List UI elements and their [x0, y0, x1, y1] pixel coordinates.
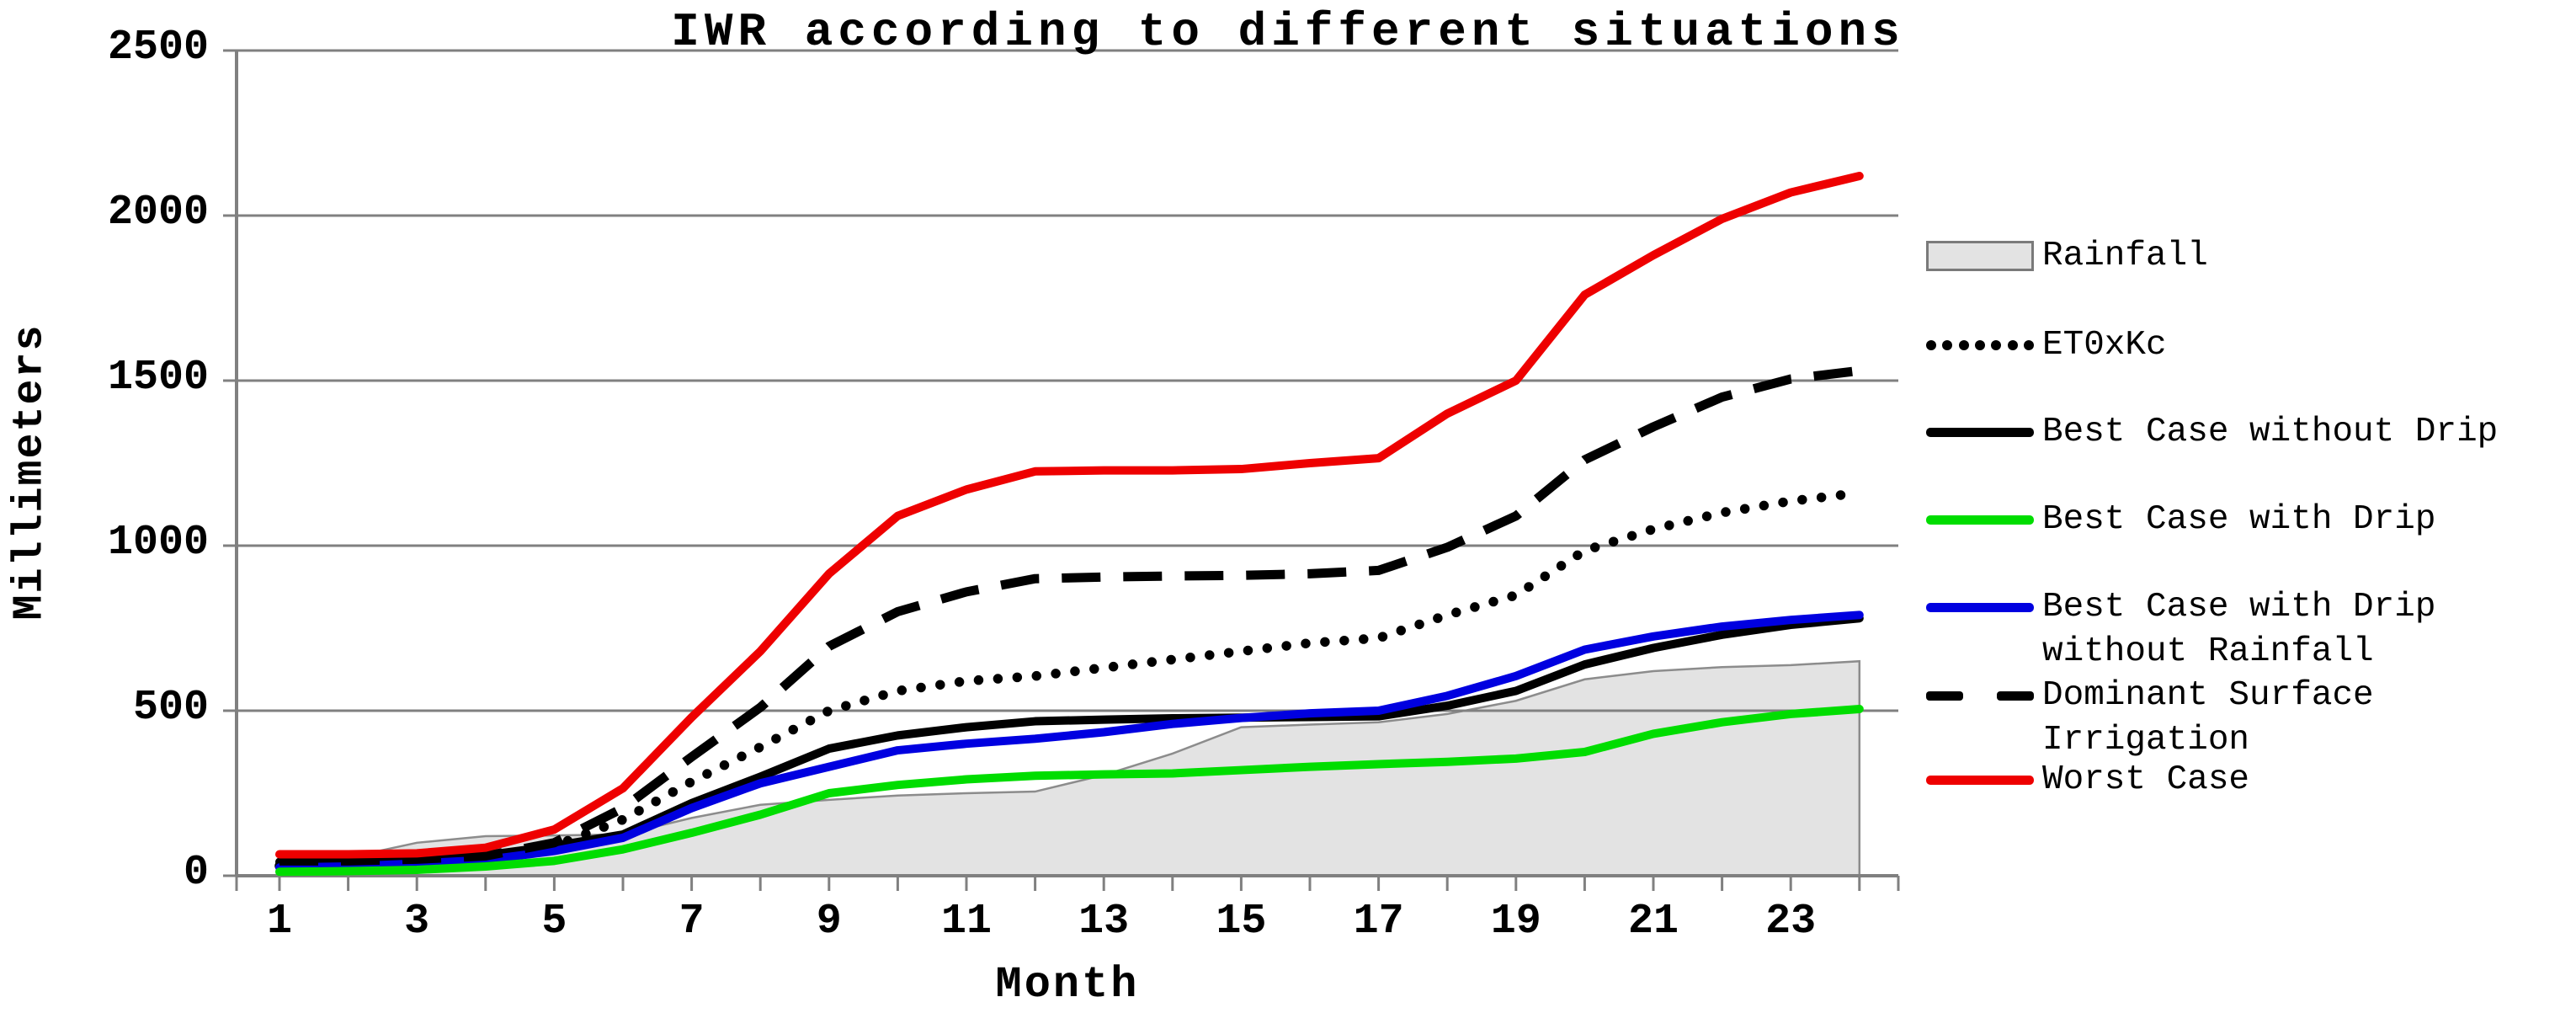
- x-tick-label-23: 23: [1765, 898, 1817, 946]
- dashed-line-swatch-icon: [1926, 674, 2034, 717]
- dots-swatch: [1926, 340, 2034, 350]
- x-tick-label-3: 3: [404, 898, 430, 946]
- legend-label: Best Case with Drip: [2042, 500, 2436, 539]
- x-tick-label-13: 13: [1078, 898, 1130, 946]
- x-tick-label-17: 17: [1353, 898, 1404, 946]
- x-tick-label-1: 1: [266, 898, 292, 946]
- y-tick-label-500: 500: [132, 684, 209, 732]
- x-tick-label-9: 9: [816, 898, 842, 946]
- legend-label: Dominant Surface Irrigation: [2042, 676, 2374, 760]
- solid-line-swatch-icon: [1926, 585, 2034, 629]
- x-tick-label-19: 19: [1490, 898, 1541, 946]
- y-tick-label-1000: 1000: [107, 519, 209, 567]
- x-tick-label-21: 21: [1627, 898, 1679, 946]
- legend-item-worst-case: Worst Case: [1926, 758, 2249, 802]
- series-et0xkc: [274, 488, 1865, 871]
- y-tick-label-0: 0: [183, 849, 209, 897]
- y-tick-label-2500: 2500: [107, 24, 209, 72]
- legend-item-dominant-surface: Dominant Surface Irrigation: [1926, 674, 2374, 763]
- legend-label: Rainfall: [2042, 237, 2208, 275]
- legend-label: Best Case without Drip: [2042, 413, 2499, 451]
- legend-item-best-case-with-drip: Best Case with Drip without Rainfall: [1926, 585, 2435, 674]
- x-tick-label-11: 11: [940, 898, 992, 946]
- x-tick-label-15: 15: [1216, 898, 1267, 946]
- y-tick-label-1500: 1500: [107, 354, 209, 402]
- legend-label: Best Case with Drip without Rainfall: [2042, 588, 2436, 671]
- rainfall-area-swatch-icon: [1926, 234, 2034, 278]
- legend-item-best-case-without-drip: Best Case without Drip: [1926, 410, 2498, 455]
- solid-line-swatch-icon: [1926, 498, 2034, 541]
- series-dominant-surface-irrigation: [279, 365, 1860, 866]
- legend-label: ET0xKc: [2042, 326, 2167, 365]
- legend-item-et0xkc: ET0xKc: [1926, 323, 2167, 368]
- line-swatch: [1926, 602, 2034, 612]
- legend-item-rainfall: Rainfall: [1926, 234, 2208, 279]
- x-tick-label-5: 5: [541, 898, 567, 946]
- legend-label: Worst Case: [2042, 760, 2250, 799]
- solid-line-swatch-icon: [1926, 410, 2034, 454]
- dotted-line-swatch-icon: [1926, 323, 2034, 367]
- line-swatch: [1926, 427, 2034, 437]
- line-swatch: [1926, 514, 2034, 525]
- y-tick-label-2000: 2000: [107, 189, 209, 237]
- x-axis-label: Month: [995, 960, 1140, 1010]
- y-axis-label: Millimeters: [6, 323, 55, 621]
- series-best-case-with-drip-without-rainfall: [275, 610, 1864, 872]
- chart-title: IWR according to different situations: [671, 5, 1905, 59]
- series-best-case-with-drip: [275, 705, 1864, 877]
- solid-line-swatch-icon: [1926, 758, 2034, 802]
- area-swatch: [1926, 241, 2034, 271]
- x-tick-label-7: 7: [679, 898, 705, 946]
- dashes-swatch: [1926, 690, 2034, 701]
- line-swatch: [1926, 775, 2034, 785]
- legend-item-best-case-with-drip: Best Case with Drip: [1926, 498, 2435, 542]
- series-worst-case: [275, 171, 1864, 859]
